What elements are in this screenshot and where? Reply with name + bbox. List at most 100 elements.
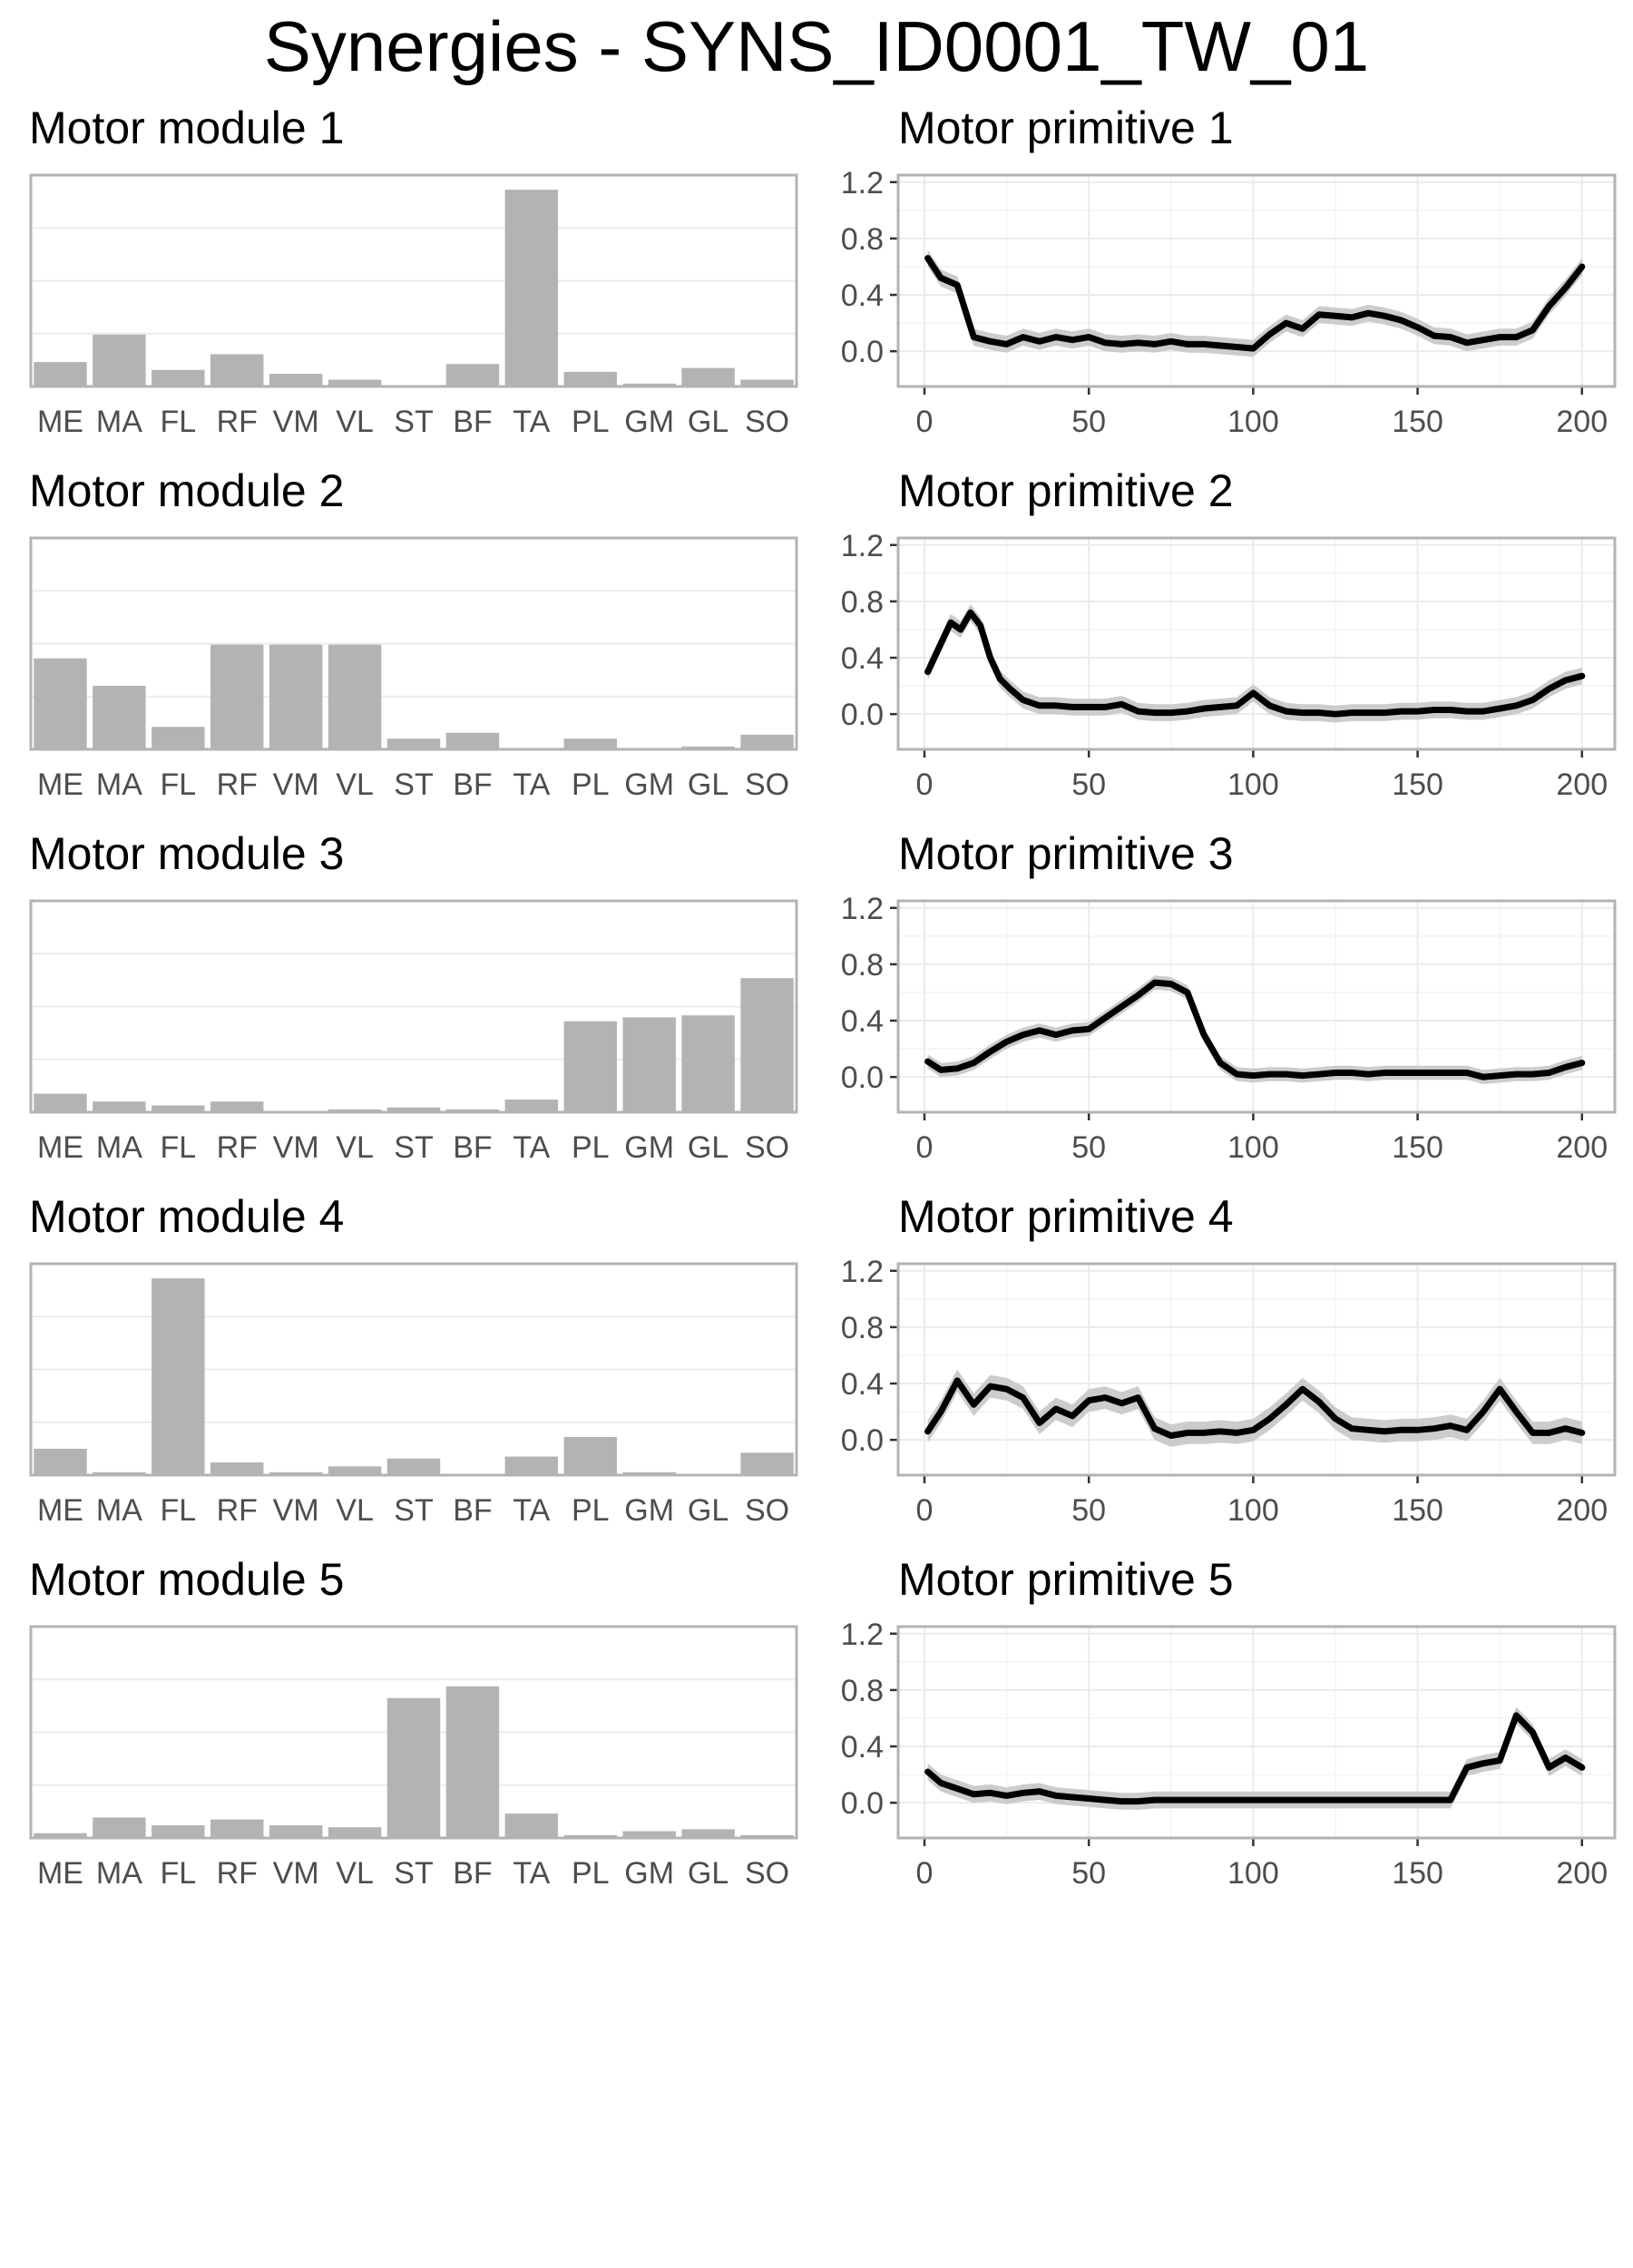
- motor-module-5: Motor module 5 ME MA FL RF VM VL ST BF TA PL GM GL SO: [29, 1554, 798, 1891]
- bar-rf: [210, 1819, 264, 1837]
- x-tick-label: ME: [37, 1856, 83, 1891]
- x-tick-label: GM: [624, 1856, 674, 1891]
- x-tick-label: FL: [160, 405, 196, 439]
- bar-ma: [93, 685, 146, 748]
- x-tick-label: BF: [453, 405, 492, 439]
- x-tick-label: RF: [217, 767, 258, 802]
- y-tick-label: 0.4: [841, 279, 884, 313]
- motor-primitive-3: Motor primitive 3 0 50 100 150 200 0.0 0.4 0.8 1.…: [841, 828, 1617, 1165]
- x-tick-label: 0: [916, 1493, 934, 1528]
- motor-primitive-2: Motor primitive 2 0 50 100 150 200 0.0 0.4 0.8 1.…: [841, 465, 1617, 802]
- motor-primitive-title: Motor primitive 4: [898, 1191, 1234, 1242]
- x-tick-label: 100: [1227, 1856, 1279, 1891]
- x-tick-label: RF: [217, 1493, 258, 1528]
- x-tick-label: RF: [217, 1130, 258, 1165]
- x-tick-label: VM: [273, 405, 319, 439]
- x-tick-label: SO: [745, 1856, 789, 1891]
- x-tick-label: VL: [336, 767, 374, 802]
- motor-primitive-4: Motor primitive 4 0 50 100 150 200 0.0 0.4 0.8 1.…: [841, 1191, 1617, 1528]
- x-tick-label: 150: [1392, 1130, 1443, 1165]
- x-tick-label: 50: [1071, 767, 1106, 802]
- bar-ta: [504, 1100, 559, 1111]
- x-tick-label: 150: [1392, 767, 1443, 802]
- x-tick-label: PL: [572, 405, 610, 439]
- y-tick-label: 0.4: [841, 1367, 884, 1402]
- x-tick-label: ME: [37, 1130, 83, 1165]
- x-tick-label: GM: [624, 1130, 674, 1165]
- y-tick-label: 0.8: [841, 1311, 884, 1345]
- bar-ma: [93, 1471, 146, 1474]
- x-tick-label: 100: [1227, 1130, 1279, 1165]
- bar-vl: [328, 1827, 382, 1837]
- panel-border: [29, 173, 798, 388]
- x-tick-label: VM: [273, 1493, 319, 1528]
- bar-me: [34, 1833, 87, 1837]
- y-tick-label: 0.0: [841, 1061, 884, 1095]
- x-tick-label: TA: [513, 767, 550, 802]
- bar-bf: [445, 732, 500, 748]
- x-tick-label: 0: [916, 767, 934, 802]
- panel-border: [896, 1625, 1617, 1840]
- y-tick-label: 1.2: [841, 529, 884, 563]
- variability-band: [927, 604, 1582, 723]
- x-tick-label: RF: [217, 1856, 258, 1891]
- panel-border: [29, 1625, 798, 1840]
- panel-border: [896, 899, 1617, 1114]
- bar-so: [740, 379, 794, 386]
- bar-gl: [681, 1829, 735, 1837]
- x-tick-label: VL: [336, 1493, 374, 1528]
- x-tick-label: PL: [572, 1130, 610, 1165]
- bar-ta: [504, 1813, 559, 1837]
- x-tick-label: 50: [1071, 405, 1106, 439]
- motor-primitive-5: Motor primitive 5 0 50 100 150 200 0.0 0.4 0.8 1.…: [841, 1554, 1617, 1891]
- panel-border: [896, 173, 1617, 388]
- x-tick-label: 50: [1071, 1493, 1106, 1528]
- x-tick-label: FL: [160, 1856, 196, 1891]
- x-tick-label: PL: [572, 1493, 610, 1528]
- bar-bf: [445, 364, 500, 386]
- y-tick-label: 1.2: [841, 1618, 884, 1652]
- bar-fl: [152, 727, 205, 748]
- y-tick-label: 0.4: [841, 641, 884, 676]
- y-tick-label: 0.0: [841, 1423, 884, 1458]
- x-tick-label: ST: [394, 767, 433, 802]
- mean-primitive-line: [924, 255, 1586, 352]
- x-tick-label: 100: [1227, 1493, 1279, 1528]
- motor-primitive-title: Motor primitive 3: [898, 828, 1234, 879]
- x-tick-label: 150: [1392, 1493, 1443, 1528]
- bar-vl: [328, 1466, 382, 1474]
- x-tick-label: GL: [688, 1856, 728, 1891]
- x-tick-label: ST: [394, 405, 433, 439]
- bar-me: [34, 1093, 87, 1111]
- bar-vm: [269, 1825, 323, 1837]
- bar-fl: [152, 369, 205, 386]
- figure-title: Synergies - SYNS_ID0001_TW_01: [264, 6, 1369, 86]
- bar-gm: [622, 1471, 676, 1474]
- x-tick-label: TA: [513, 1856, 550, 1891]
- x-tick-label: 0: [916, 1130, 934, 1165]
- chart-panels: Motor module 1 ME MA FL RF VM VL ST BF TA PL GM GL SO…: [29, 103, 1617, 1891]
- bar-so: [740, 734, 794, 748]
- x-tick-label: GM: [624, 767, 674, 802]
- bar-pl: [563, 1021, 617, 1111]
- x-tick-label: VM: [273, 1130, 319, 1165]
- bar-vl: [328, 644, 382, 748]
- motor-module-3: Motor module 3 ME MA FL RF VM VL ST BF TA PL GM GL SO: [29, 828, 798, 1165]
- mean-primitive-line: [924, 1377, 1586, 1439]
- x-tick-label: VL: [336, 1130, 374, 1165]
- bar-so: [740, 978, 794, 1111]
- motor-module-title: Motor module 5: [29, 1554, 344, 1605]
- x-tick-label: MA: [96, 1493, 142, 1528]
- x-tick-label: VL: [336, 1856, 374, 1891]
- x-tick-label: MA: [96, 405, 142, 439]
- x-tick-label: 200: [1556, 767, 1608, 802]
- x-tick-label: ME: [37, 767, 83, 802]
- x-tick-label: FL: [160, 1493, 196, 1528]
- bar-vl: [328, 1109, 382, 1111]
- x-tick-label: GL: [688, 767, 728, 802]
- motor-module-4: Motor module 4 ME MA FL RF VM VL ST BF TA PL GM GL SO: [29, 1191, 798, 1528]
- bar-st: [386, 1458, 441, 1474]
- x-tick-label: 150: [1392, 405, 1443, 439]
- bar-pl: [563, 371, 617, 386]
